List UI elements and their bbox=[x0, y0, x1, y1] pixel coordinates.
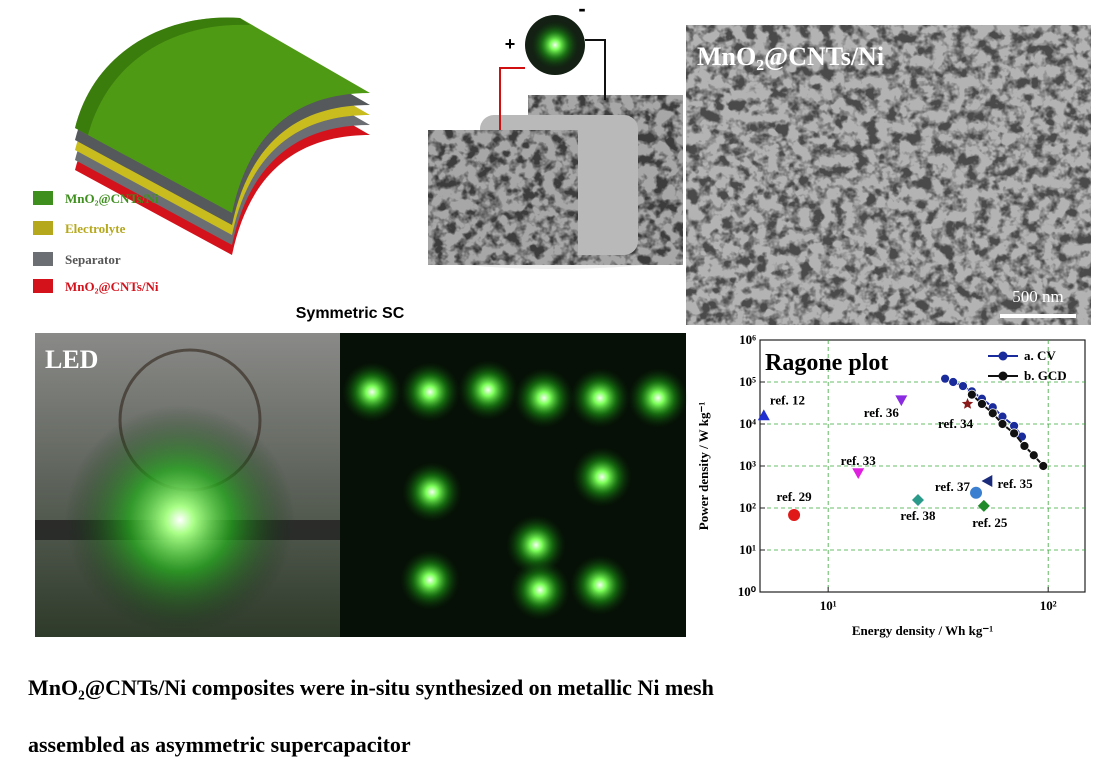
photo-label: LED bbox=[45, 345, 98, 374]
series-point bbox=[958, 381, 968, 391]
led-glow bbox=[342, 362, 402, 422]
x-tick-label: 10¹ bbox=[820, 598, 837, 613]
legend-marker bbox=[998, 351, 1008, 361]
y-tick-label: 10⁰ bbox=[738, 584, 757, 599]
layer bbox=[75, 17, 370, 213]
led-glow bbox=[570, 555, 630, 615]
wire bbox=[499, 67, 525, 130]
series-point bbox=[948, 377, 959, 387]
reference-label: ref. 33 bbox=[841, 453, 877, 468]
x-axis-label: Energy density / Wh kg⁻¹ bbox=[852, 623, 993, 638]
reference-label: ref. 29 bbox=[777, 489, 813, 504]
series-point bbox=[1028, 450, 1039, 461]
series-point bbox=[977, 399, 987, 409]
reference-point bbox=[961, 398, 974, 409]
x-tick-label: 10² bbox=[1040, 598, 1057, 613]
sem-texture bbox=[686, 25, 1091, 325]
led-array bbox=[342, 360, 688, 620]
caption-line: assembled as asymmetric supercapacitor bbox=[28, 732, 411, 757]
reference-label: ref. 12 bbox=[770, 392, 805, 407]
legend-swatch bbox=[33, 252, 53, 266]
scale-label: 500 nm bbox=[1012, 287, 1063, 306]
led-glow bbox=[65, 405, 295, 635]
y-tick-label: 10² bbox=[739, 500, 756, 515]
device-legend: MnO₂@CNTs/Ni Electrolyte Separator MnO₂@CNT… bbox=[33, 191, 159, 294]
device-caption: Symmetric SC bbox=[296, 305, 405, 322]
legend-swatch bbox=[33, 221, 53, 235]
reference-label: ref. 35 bbox=[998, 476, 1034, 491]
led-glow bbox=[572, 447, 632, 507]
reference-point bbox=[788, 509, 801, 522]
legend-label: MnO₂@CNTs/Ni bbox=[65, 191, 159, 206]
reference-label: ref. 34 bbox=[938, 416, 974, 431]
series-point bbox=[1019, 441, 1030, 451]
ragone-chart: 10⁰ 10¹ 10² 10³ 10⁴ 10⁵ 10⁶ 10¹ 10² Energy densit… bbox=[696, 332, 1086, 638]
layer-edge bbox=[75, 17, 250, 135]
legend-label: a. CV bbox=[1024, 348, 1056, 363]
reference-point bbox=[895, 395, 908, 407]
reference-point bbox=[977, 499, 990, 512]
led-glow bbox=[628, 368, 688, 428]
reference-label: ref. 38 bbox=[900, 508, 936, 523]
led-glow bbox=[510, 560, 570, 620]
legend-label: MnO₂@CNTs/Ni bbox=[65, 279, 159, 294]
led-glow bbox=[458, 360, 518, 420]
legend-marker bbox=[998, 371, 1008, 381]
legend-label: b. GCD bbox=[1024, 368, 1067, 383]
y-tick-label: 10³ bbox=[739, 458, 756, 473]
y-tick-label: 10⁵ bbox=[739, 374, 756, 389]
caption-line: MnO₂@CNTs/Ni composites were in-situ syn… bbox=[28, 675, 714, 700]
sem-panel: MnO₂@CNTs/Ni 500 nm bbox=[686, 25, 1091, 325]
sem-label: MnO₂@CNTs/Ni bbox=[697, 42, 884, 71]
series-point bbox=[940, 373, 951, 384]
plus-sign: + bbox=[505, 34, 516, 54]
reference-point bbox=[852, 468, 865, 480]
reference-label: ref. 25 bbox=[972, 515, 1008, 530]
wire bbox=[585, 39, 606, 100]
device-illustration bbox=[75, 17, 370, 255]
led-glow bbox=[570, 368, 630, 428]
minus-sign: - bbox=[578, 0, 585, 21]
led-glow bbox=[400, 550, 460, 610]
reference-label: ref. 37 bbox=[935, 479, 971, 494]
schematic: + - bbox=[428, 0, 683, 269]
series-point bbox=[1038, 461, 1049, 471]
series-point bbox=[1009, 428, 1020, 439]
led-glow bbox=[400, 362, 460, 422]
y-tick-label: 10⁶ bbox=[739, 332, 756, 347]
y-tick-label: 10⁴ bbox=[739, 416, 756, 431]
legend-swatch bbox=[33, 191, 53, 205]
reference-point bbox=[981, 474, 993, 487]
series-point bbox=[997, 419, 1008, 429]
reference-point bbox=[757, 409, 770, 421]
chart-title: Ragone plot bbox=[765, 350, 888, 376]
led-glow bbox=[402, 462, 462, 522]
series-point bbox=[987, 408, 998, 419]
legend-label: Separator bbox=[65, 252, 121, 267]
series-point bbox=[966, 389, 977, 400]
reference-label: ref. 36 bbox=[864, 405, 900, 420]
legend-swatch bbox=[33, 279, 53, 293]
y-tick-label: 10¹ bbox=[739, 542, 756, 557]
led-glow bbox=[531, 21, 579, 69]
led-photo: LED bbox=[35, 333, 688, 637]
electrode-texture bbox=[428, 130, 578, 265]
legend-label: Electrolyte bbox=[65, 221, 126, 236]
led-glow bbox=[506, 515, 566, 575]
chart-background bbox=[695, 330, 1091, 646]
reference-point bbox=[911, 494, 924, 507]
reference-point bbox=[970, 486, 983, 499]
y-axis-label: Power density / W kg⁻¹ bbox=[696, 402, 711, 531]
led-glow bbox=[514, 368, 574, 428]
